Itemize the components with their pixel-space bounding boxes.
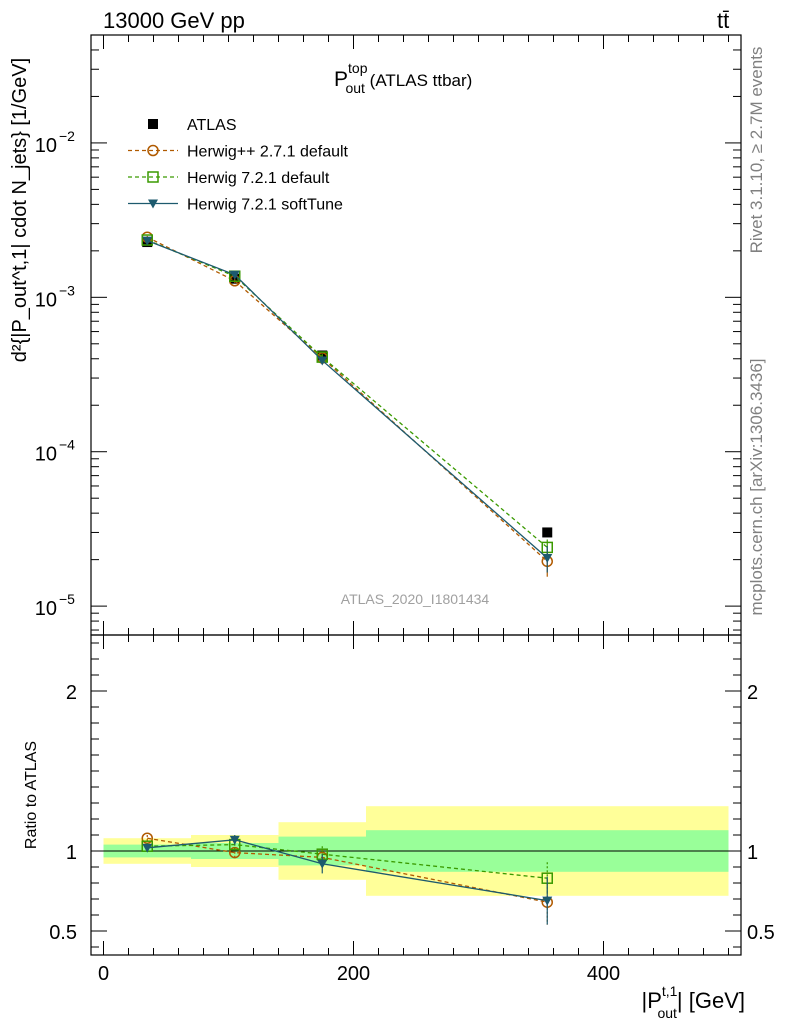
main-point [542,527,553,538]
legend-marker [147,171,159,183]
main-data-marks [141,231,553,577]
main-point [542,553,553,563]
main-y-tick-label: 10 [35,598,57,620]
main-series-3 [142,236,553,573]
ratio-y-axis-label: Ratio to ATLAS [23,741,40,849]
main-series-line [147,239,548,548]
ratio-y-tick-label-right: 1 [747,842,758,864]
ratio-y-tick-label: 1 [66,842,77,864]
ratio-point [229,846,241,859]
main-series-line [147,239,548,559]
main-plot-area [91,35,741,635]
mcplots-label: mcplots.cern.ch [arXiv:1306.3436] [747,358,766,615]
ratio-point [142,843,153,853]
legend-label: Herwig 7.2.1 softTune [187,197,343,214]
x-tick-label: 200 [337,963,370,985]
ratio-series-line [147,839,548,902]
ratio-y-tick-label: 0.5 [49,922,77,944]
main-y-tick-label: 10 [35,289,57,311]
legend-marker [147,144,159,157]
header-right: tt̄ [717,8,729,33]
legend-entry-0: ATLAS [148,117,237,134]
ratio-data-marks [141,832,553,925]
analysis-watermark: ATLAS_2020_I1801434 [341,591,490,607]
main-y-tick-exponent: −3 [59,282,75,298]
ratio-point [317,859,328,869]
legend: ATLAS Herwig++ 2.7.1 default Herwig 7.2.1 … [128,117,349,214]
main-y-tick-label: 10 [35,135,57,157]
main-y-tick-exponent: −2 [59,128,75,144]
main-panel [91,35,741,635]
ratio-axis-ticks: 0.5 0.5 1 1 2 2 0 200 400 [49,635,775,985]
main-point [142,236,153,246]
main-y-tick-exponent: −5 [59,591,75,607]
legend-label: Herwig 7.2.1 default [187,170,330,187]
main-point [317,356,328,366]
main-y-tick-exponent: −4 [59,437,75,453]
ratio-point [542,896,553,906]
legend-marker [148,119,158,129]
ratio-frame [90,634,742,956]
legend-entry-3: Herwig 7.2.1 softTune [128,197,343,214]
legend-label: ATLAS [187,117,237,134]
main-point [229,270,240,280]
ratio-series-line [147,843,548,879]
main-y-axis-label: d²{|P_out^t,1| cdot N_jets} [1/GeV] [9,58,31,362]
ratio-series-2 [142,835,553,925]
panel-frames [90,34,742,956]
x-tick-label: 0 [98,963,109,985]
legend-marker [148,199,158,209]
legend-label: Herwig++ 2.7.1 default [187,144,349,161]
header-left: 13000 GeV pp [103,8,245,33]
legend-entry-2: Herwig 7.2.1 default [128,170,330,187]
main-axis-ticks: 10−510−410−310−2 [35,34,741,635]
rivet-label: Rivet 3.1.10, ≥ 2.7M events [747,47,766,254]
x-tick-label: 400 [587,963,620,985]
ratio-point [229,835,240,845]
ratio-panel [91,806,741,896]
ratio-y-tick-label-right: 0.5 [747,922,775,944]
ratio-y-tick-label-right: 2 [747,682,758,704]
legend-entry-1: Herwig++ 2.7.1 default [128,144,349,161]
x-axis-label: |Pt,1 out| [GeV] [641,983,745,1021]
main-y-tick-label: 10 [35,444,57,466]
plot-title: Ptop out (ATLAS ttbar) [334,60,472,96]
ratio-y-tick-label: 2 [66,682,77,704]
